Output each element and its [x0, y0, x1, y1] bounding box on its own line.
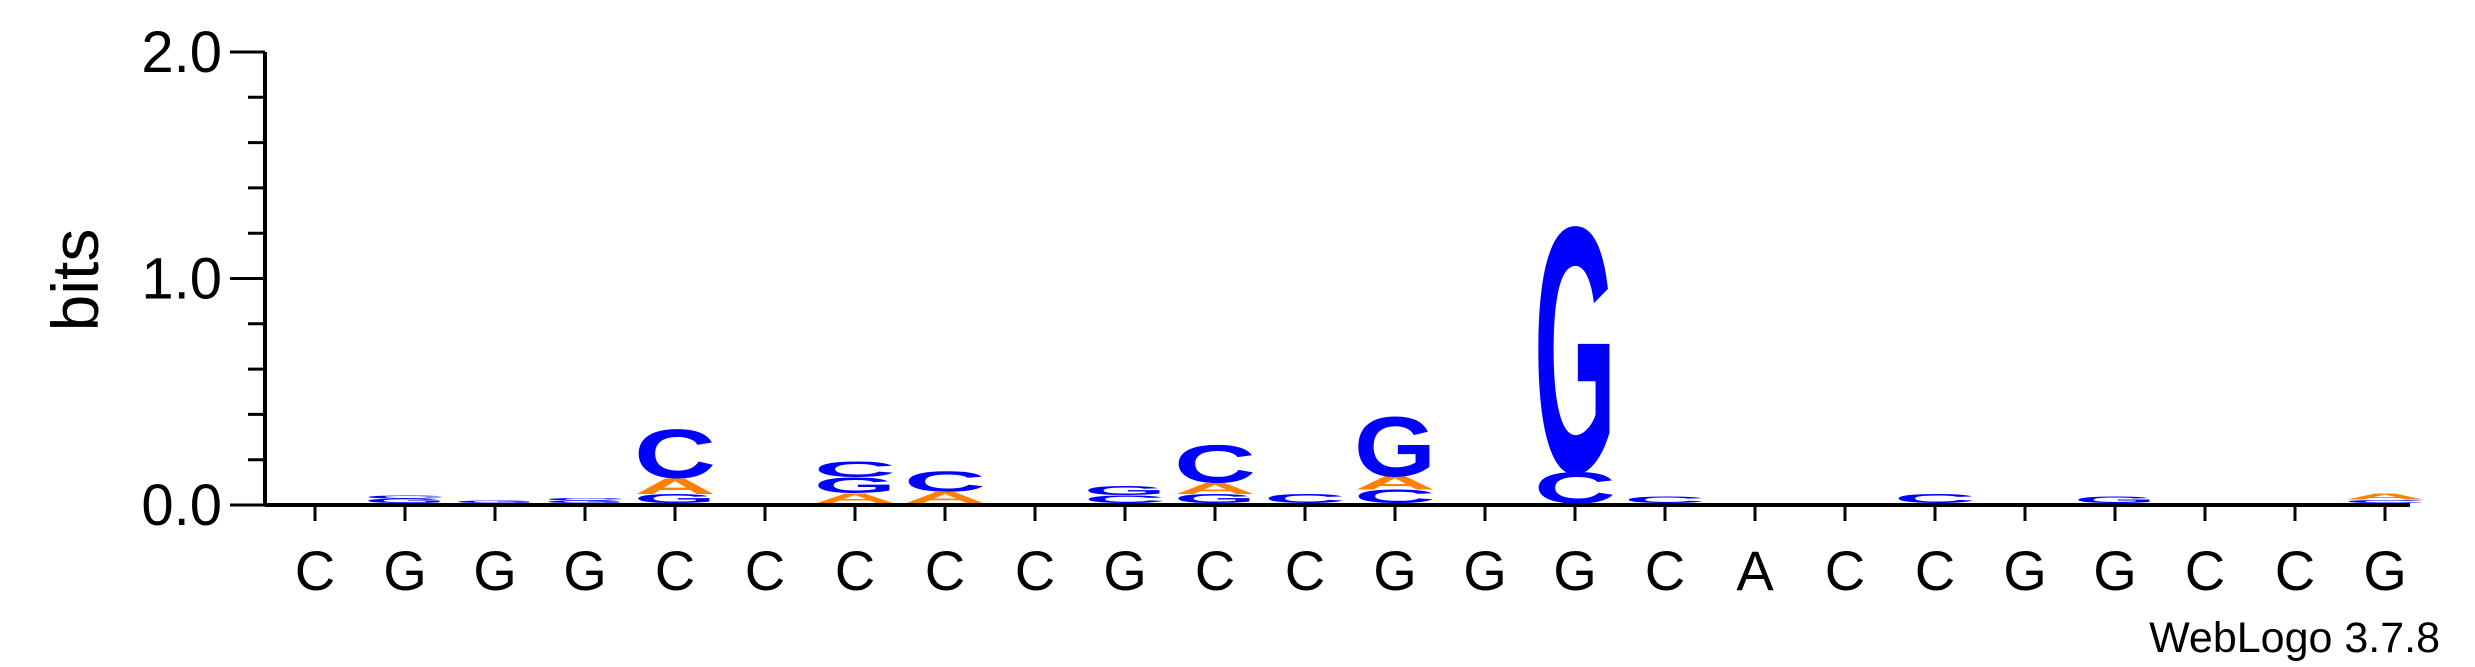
logo-letter-glyph: C [1084, 493, 1166, 505]
logo-letter-G: G [1534, 153, 1616, 546]
logo-letter-C: C [1264, 492, 1346, 506]
logo-letter-G: G [1174, 492, 1256, 506]
x-tick-label: C [2275, 539, 2315, 602]
y-tick-label: 0.0 [141, 473, 222, 538]
x-tick-label: C [2185, 539, 2225, 602]
logo-letter-glyph: C [1264, 492, 1346, 506]
logo-letter-C: C [1534, 463, 1616, 512]
logo-letter-C: C [1084, 493, 1166, 505]
logo-letter-C: C [544, 497, 626, 501]
logo-letter-A: A [904, 489, 986, 507]
y-axis: 0.0 1.0 2.0 bits [38, 20, 267, 538]
logo-letter-G: G [454, 500, 536, 504]
logo-letter-glyph: G [634, 492, 716, 506]
x-tick-label: G [1553, 539, 1597, 602]
credit-text: WebLogo 3.7.8 [2149, 614, 2440, 662]
logo-letter-glyph: A [904, 489, 986, 507]
y-tick-label: 1.0 [141, 247, 222, 312]
logo-letter-glyph: G [544, 500, 626, 504]
logo-letter-glyph: G [364, 497, 446, 504]
x-tick-label: C [835, 539, 875, 602]
logo-letter-glyph: C [1624, 495, 1706, 506]
logo-letter-C: C [364, 494, 446, 499]
logo-letter-glyph: C [1534, 463, 1616, 512]
x-tick-label: C [1825, 539, 1865, 602]
x-tick-label: C [1015, 539, 1055, 602]
x-tick-label: G [2363, 539, 2407, 602]
logo-letter-G: G [364, 497, 446, 504]
logo-letter-glyph: A [2344, 493, 2426, 502]
y-tick-label: 2.0 [141, 20, 222, 85]
logo-letter-G: G [634, 492, 716, 506]
logo-letter-C: C [904, 466, 986, 498]
logo-letter-glyph: G [814, 473, 896, 498]
logo-letter-C: C [1354, 486, 1436, 507]
logo-letter-glyph: A [634, 474, 716, 499]
x-tick-label: C [295, 539, 335, 602]
logo-letter-glyph: C [1174, 434, 1256, 494]
x-ticks [313, 505, 2387, 521]
x-tick-label: C [1645, 539, 1685, 602]
logo-letter-G: G [814, 473, 896, 498]
logo-letter-G: G [544, 500, 626, 504]
logo-letter-glyph: C [814, 457, 896, 482]
logo-letter-C: C [1624, 495, 1706, 506]
logo-letter-glyph: G [1534, 153, 1616, 546]
logo-letter-A: A [2344, 493, 2426, 502]
logo-letter-C: C [2344, 499, 2426, 504]
logo-letter-glyph: G [2074, 494, 2156, 505]
x-tick-label: A [1736, 539, 1774, 602]
logo-letter-G: G [1084, 484, 1166, 498]
logo-letter-glyph: A [1174, 480, 1256, 498]
logo-letter-C: C [1174, 434, 1256, 494]
logo-letter-C: C [814, 457, 896, 482]
x-tick-label: G [1463, 539, 1507, 602]
logo-letter-glyph: C [1894, 492, 1976, 506]
y-axis-label: bits [38, 229, 112, 332]
logo-letter-glyph: A [814, 490, 896, 506]
x-tick-label: G [383, 539, 427, 602]
x-tick-label: C [1915, 539, 1955, 602]
logo-letter-glyph: C [1354, 486, 1436, 507]
x-tick-label: G [2093, 539, 2137, 602]
logo-letter-glyph: C [904, 466, 986, 498]
logo-letter-glyph: G [454, 500, 536, 504]
y-ticks: 0.0 1.0 2.0 [141, 20, 265, 538]
logo-letter-C: C [634, 415, 716, 493]
logo-letter-glyph: G [1174, 492, 1256, 506]
logo-letter-A: A [634, 474, 716, 499]
logo-letter-glyph: G [1354, 399, 1436, 494]
logo-letter-C: C [1894, 492, 1976, 506]
x-tick-label: C [925, 539, 965, 602]
logo-letter-A: A [1354, 472, 1436, 493]
x-tick-label: G [473, 539, 517, 602]
x-tick-label: G [2003, 539, 2047, 602]
logo-letter-glyph: A [1354, 472, 1436, 493]
x-tick-label: G [1373, 539, 1417, 602]
logo-letter-glyph: C [634, 415, 716, 493]
x-tick-label: C [655, 539, 695, 602]
x-tick-label: C [1285, 539, 1325, 602]
logo-letter-glyph: C [364, 494, 446, 499]
logo-letter-glyph: G [1084, 484, 1166, 498]
logo-letter-G: G [1354, 399, 1436, 494]
logo-letter-A: A [1174, 480, 1256, 498]
x-tick-label: C [745, 539, 785, 602]
x-tick-label: C [1195, 539, 1235, 602]
logo-letter-G: G [2074, 494, 2156, 505]
x-tick-label: G [563, 539, 607, 602]
logo-letter-glyph: C [544, 497, 626, 501]
logo-letter-glyph: C [2344, 499, 2426, 504]
logo-letter-A: A [814, 490, 896, 506]
x-tick-label: G [1103, 539, 1147, 602]
